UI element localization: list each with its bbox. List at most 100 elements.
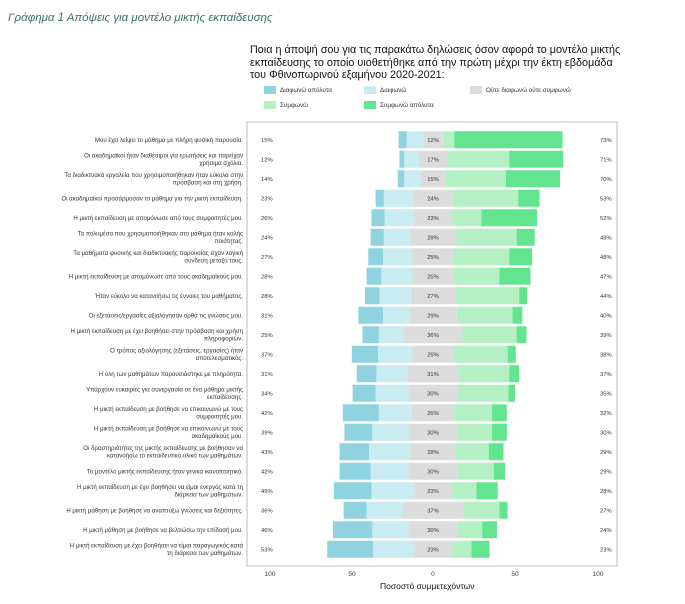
row-label: διάρκεια των μαθημάτων. xyxy=(174,491,243,498)
bar-strongly-agree xyxy=(519,287,528,305)
legend-item-strongly-disagree: Διαφωνώ απόλυτα xyxy=(264,86,332,94)
x-axis-ticks: 100 50 0 50 100 xyxy=(264,571,603,578)
bar-disagree xyxy=(366,501,403,519)
bar-agree xyxy=(451,540,472,558)
bar-neutral xyxy=(412,267,454,285)
bar-strongly-agree xyxy=(512,306,523,324)
row-label: πληροφοριών. xyxy=(204,335,243,342)
label-agree-pct: 29% xyxy=(600,469,612,475)
bar-disagree xyxy=(379,287,411,305)
bar-agree xyxy=(458,365,510,383)
bar-strongly-agree xyxy=(516,326,527,344)
label-neutral-pct: 37% xyxy=(427,508,439,514)
label-agree-pct: 40% xyxy=(600,313,612,319)
bar-strongly-disagree xyxy=(397,170,405,188)
bar-disagree xyxy=(373,540,415,558)
bar-disagree xyxy=(375,384,409,402)
bar-agree xyxy=(457,521,483,539)
bar-strongly-disagree xyxy=(398,131,407,149)
label-agree-pct: 32% xyxy=(600,411,612,417)
label-neutral-pct: 26% xyxy=(427,411,439,417)
bar-agree xyxy=(445,170,506,188)
x-tick-label: 50 xyxy=(511,571,519,578)
label-neutral-pct: 30% xyxy=(427,430,439,436)
bar-strongly-agree xyxy=(492,423,507,441)
label-neutral-pct: 24% xyxy=(427,196,439,202)
label-disagree-pct: 12% xyxy=(261,157,273,163)
bar-disagree xyxy=(378,404,412,422)
bar-neutral xyxy=(410,287,456,305)
bar-neutral xyxy=(408,521,458,539)
label-agree-pct: 30% xyxy=(600,430,612,436)
bar-strongly-agree xyxy=(508,384,515,402)
bar-agree xyxy=(457,384,509,402)
bar-strongly-disagree xyxy=(362,326,379,344)
bar-disagree xyxy=(383,189,414,207)
legend-item-neutral: Ούτε διαφωνώ ούτε συμφωνώ xyxy=(470,86,571,94)
bar-strongly-agree xyxy=(509,365,520,383)
bar-agree xyxy=(457,423,493,441)
bar-disagree xyxy=(406,131,424,149)
label-disagree-pct: 26% xyxy=(261,216,273,222)
percent-labels: 15% 12% 73% 12% 17% 71% 14% 15% 70% 23% 24% 53% 26% 2… xyxy=(261,138,612,554)
label-disagree-pct: 42% xyxy=(261,411,273,417)
bar-strongly-agree xyxy=(488,443,504,461)
bar-disagree xyxy=(372,423,409,441)
legend-item-agree: Συμφωνώ xyxy=(264,101,308,109)
row-label: Υπάρχουν ευκαιρίες για συνεργασία σε ένα… xyxy=(86,387,243,394)
row-label: Τα πολυμέσα που χρησιμοποιήθηκαν στο μάθ… xyxy=(78,231,243,238)
label-disagree-pct: 23% xyxy=(261,196,273,202)
bar-agree xyxy=(453,345,508,363)
bar-agree xyxy=(463,501,500,519)
label-disagree-pct: 37% xyxy=(261,352,273,358)
label-neutral-pct: 28% xyxy=(427,235,439,241)
row-label: Οι δραστηριότητες της μικτής εκπαίδευσης… xyxy=(83,445,243,452)
bar-strongly-agree xyxy=(499,501,508,519)
bar-agree xyxy=(442,131,455,149)
bar-neutral xyxy=(409,306,457,324)
bar-agree xyxy=(455,228,517,246)
label-disagree-pct: 15% xyxy=(261,138,273,144)
label-agree-pct: 73% xyxy=(600,138,612,144)
label-disagree-pct: 31% xyxy=(261,313,273,319)
bar-neutral xyxy=(414,482,452,500)
bar-strongly-agree xyxy=(492,404,507,422)
row-label: Το μοντέλο μικτής εκπαίδευσης ήταν γενικ… xyxy=(87,468,243,475)
bar-strongly-agree xyxy=(476,482,498,500)
bar-strongly-agree xyxy=(505,170,561,188)
label-disagree-pct: 43% xyxy=(261,450,273,456)
legend-swatch xyxy=(264,86,276,94)
label-agree-pct: 71% xyxy=(600,157,612,163)
x-tick-label: 0 xyxy=(431,571,435,578)
bar-disagree xyxy=(404,170,421,188)
bar-neutral xyxy=(423,131,443,149)
label-agree-pct: 70% xyxy=(600,177,612,183)
bar-agree xyxy=(451,482,477,500)
bar-strongly-agree xyxy=(493,462,506,480)
bar-disagree xyxy=(376,365,408,383)
label-neutral-pct: 36% xyxy=(427,333,439,339)
legend-swatch xyxy=(470,86,482,94)
legend-swatch xyxy=(364,101,376,109)
legend-swatch xyxy=(364,86,376,94)
label-neutral-pct: 30% xyxy=(427,391,439,397)
bar-disagree xyxy=(404,150,420,168)
row-label: Η μικτή μάθηση με βοήθησε να βελτιώσω τη… xyxy=(83,527,243,534)
bar-strongly-disagree xyxy=(364,287,380,305)
row-label: ακαδημαϊκούς μου. xyxy=(192,433,244,440)
bar-neutral xyxy=(412,345,454,363)
label-neutral-pct: 23% xyxy=(427,547,439,553)
label-neutral-pct: 25% xyxy=(427,255,439,261)
bar-strongly-disagree xyxy=(342,404,379,422)
bar-disagree xyxy=(370,462,409,480)
label-neutral-pct: 25% xyxy=(427,274,439,280)
bar-neutral xyxy=(407,365,459,383)
row-label: συμφοιτητές μου. xyxy=(196,413,243,420)
bar-strongly-agree xyxy=(482,521,497,539)
plot-panel xyxy=(246,121,618,567)
row-label: Η μικτή μάθηση με βοήθησε να αναπτύξω γν… xyxy=(66,507,243,514)
label-agree-pct: 37% xyxy=(600,372,612,378)
row-label: Η μικτή εκπαίδευση με απομόνωσε από τους… xyxy=(73,215,243,222)
label-disagree-pct: 34% xyxy=(261,391,273,397)
bar-neutral xyxy=(420,170,446,188)
